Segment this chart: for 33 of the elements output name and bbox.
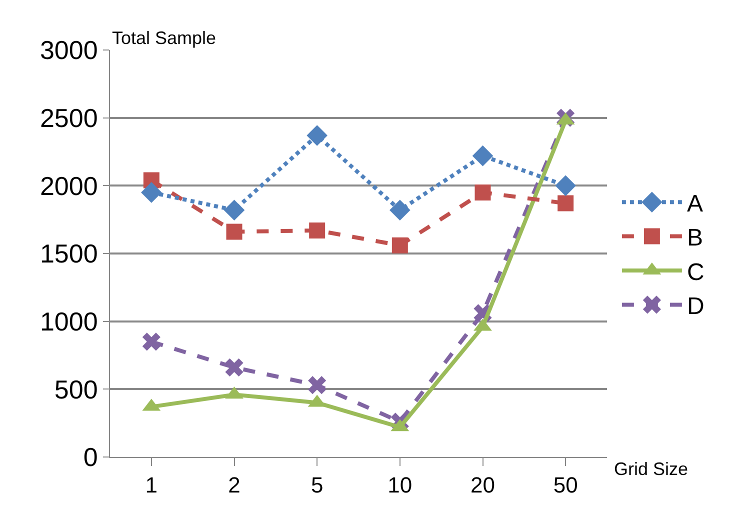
point <box>558 195 574 212</box>
x-tick-label: 2 <box>228 472 240 498</box>
point <box>474 184 491 200</box>
x-tick-label: 10 <box>388 472 412 498</box>
x-axis-title: Grid Size <box>614 459 688 479</box>
point <box>141 182 162 203</box>
point <box>142 332 160 351</box>
legend-label: D <box>686 293 704 320</box>
y-axis-title: Total Sample <box>112 28 216 48</box>
x-tick-label: 5 <box>310 472 324 498</box>
point <box>224 200 245 220</box>
point <box>225 358 244 377</box>
y-tick-label: 2000 <box>40 170 98 201</box>
legend-label: A <box>686 190 703 218</box>
x-tick-label: 20 <box>470 472 495 498</box>
point <box>309 222 326 238</box>
y-tick-label: 1000 <box>40 306 98 336</box>
y-tick-label: 500 <box>54 374 98 404</box>
point <box>472 145 494 166</box>
point <box>226 224 242 240</box>
point <box>392 237 408 254</box>
point <box>555 175 576 196</box>
x-tick-label: 1 <box>145 472 158 498</box>
x-tick-label: 50 <box>553 472 578 498</box>
y-tick-label: 1500 <box>40 238 98 269</box>
point <box>308 376 326 394</box>
legend-label: B <box>686 224 703 252</box>
point <box>306 125 328 146</box>
point <box>390 200 410 220</box>
legend-label: C <box>686 258 704 286</box>
y-tick-label: 0 <box>83 442 98 472</box>
y-tick-label: 3000 <box>40 35 98 66</box>
y-tick-label: 2500 <box>40 102 98 133</box>
